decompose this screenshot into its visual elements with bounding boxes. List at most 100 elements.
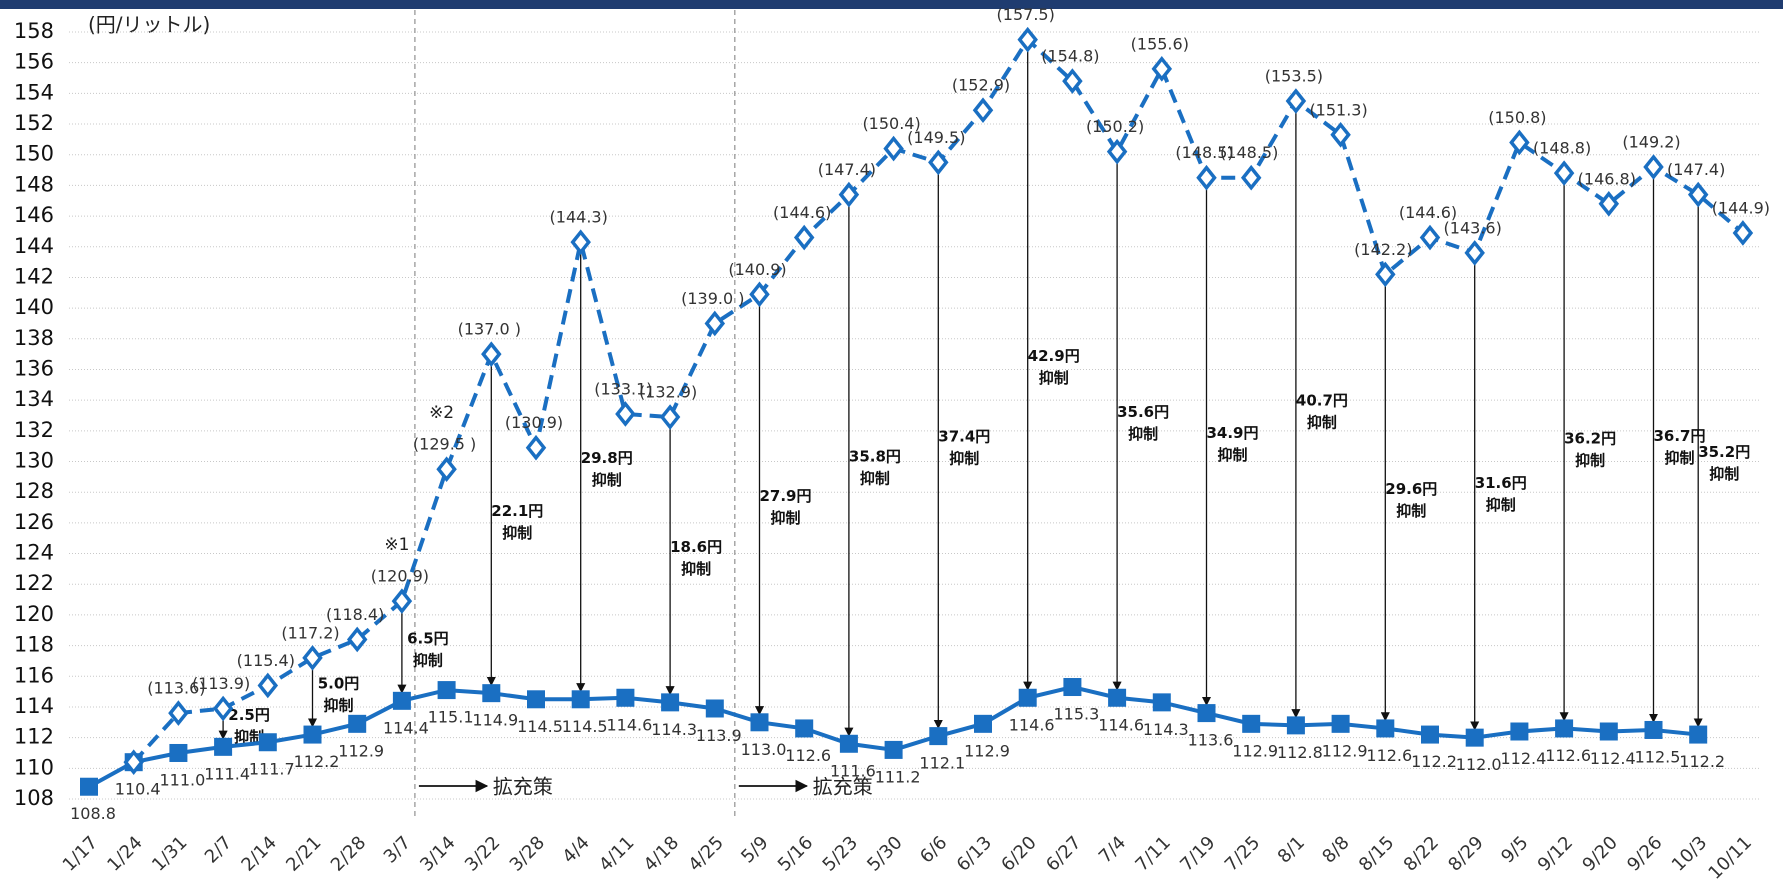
data-label: 112.2: [1411, 752, 1457, 771]
y-tick-label: 136: [14, 356, 54, 380]
square-marker: [616, 688, 635, 707]
data-label: 114.4: [383, 718, 429, 737]
x-tick-label: 7/19: [1176, 832, 1219, 875]
y-tick-label: 148: [14, 172, 54, 196]
data-label: (148.5): [1220, 143, 1278, 162]
x-tick-label: 9/5: [1497, 832, 1532, 867]
data-label: 112.9: [964, 741, 1010, 760]
square-marker: [1152, 693, 1171, 712]
suppression-word: 抑制: [1128, 425, 1158, 443]
data-label: (152.9): [952, 76, 1010, 95]
data-label: (146.8): [1578, 169, 1636, 188]
data-label: 115.3: [1053, 705, 1099, 724]
square-marker: [392, 691, 411, 710]
data-label: (147.4): [1667, 160, 1725, 179]
x-tick-label: 8/1: [1274, 832, 1309, 867]
diamond-marker: [1196, 164, 1217, 191]
square-marker: [571, 690, 590, 709]
data-label: (144.6): [1399, 203, 1457, 222]
data-label: 111.0: [159, 770, 205, 789]
x-tick-label: 2/28: [327, 832, 370, 875]
x-tick-label: 5/16: [774, 832, 817, 875]
diamond-marker: [1643, 154, 1664, 180]
diamond-marker: [1106, 138, 1128, 165]
data-label: (150.2): [1086, 117, 1144, 136]
data-label: 112.0: [1456, 755, 1502, 774]
diamond-marker: [168, 700, 189, 726]
square-marker: [839, 734, 858, 753]
x-tick-label: 6/6: [916, 832, 951, 867]
suppression-label: 35.6円: [1117, 403, 1169, 421]
square-marker: [1465, 728, 1484, 747]
data-label: (115.4): [237, 651, 295, 670]
suppression-word: 抑制: [770, 509, 800, 527]
data-label: (144.3): [550, 208, 608, 227]
y-tick-label: 120: [14, 602, 54, 626]
unit-label: (円/リットル): [88, 13, 210, 37]
x-tick-label: 8/8: [1318, 832, 1353, 867]
data-label: (143.6): [1444, 218, 1502, 237]
x-tick-label: 7/4: [1095, 832, 1130, 867]
data-label: (148.8): [1533, 139, 1591, 158]
suppression-label: 22.1円: [491, 502, 543, 520]
data-label: 112.9: [1232, 741, 1278, 760]
data-label: 113.9: [696, 726, 742, 745]
suppression-label: 35.2円: [1698, 443, 1750, 461]
diamond-marker: [1240, 164, 1262, 191]
square-marker: [1197, 704, 1216, 723]
data-label: 114.5: [517, 717, 563, 736]
diamond-marker: [1553, 160, 1575, 186]
square-marker: [1555, 719, 1574, 738]
square-marker: [1644, 720, 1663, 739]
suppression-word: 抑制: [1709, 465, 1739, 483]
x-tick-label: 3/7: [380, 832, 415, 867]
suppression-word: 抑制: [1486, 496, 1516, 514]
square-marker: [1242, 714, 1261, 733]
y-tick-label: 138: [14, 326, 54, 350]
suppression-label: 42.9円: [1028, 347, 1080, 365]
diamond-marker: [1017, 26, 1038, 53]
note-mark: ※2: [429, 403, 454, 423]
diamond-marker: [1598, 191, 1620, 217]
y-tick-label: 126: [14, 510, 54, 534]
expansion-label: 拡充策: [493, 775, 553, 799]
x-tick-label: 1/31: [148, 832, 191, 875]
diamond-marker: [883, 135, 904, 162]
data-label: 112.9: [338, 741, 384, 760]
suppression-word: 抑制: [1307, 414, 1337, 432]
x-tick-label: 2/7: [201, 832, 236, 867]
suppression-word: 抑制: [860, 470, 890, 488]
data-label: 114.6: [1098, 715, 1144, 734]
data-label: (154.8): [1041, 47, 1099, 66]
diamond-marker: [972, 97, 994, 124]
data-label: (149.2): [1622, 132, 1680, 151]
data-label: (120.9): [371, 567, 429, 586]
data-label: 112.4: [1590, 749, 1636, 768]
data-label: (148.5): [1175, 143, 1233, 162]
x-tick-label: 6/20: [997, 832, 1040, 875]
y-tick-label: 130: [14, 449, 54, 473]
diamond-marker: [1687, 181, 1709, 208]
y-tick-label: 110: [14, 755, 54, 779]
square-marker: [1018, 688, 1037, 707]
square-marker: [303, 725, 322, 744]
suppression-word: 抑制: [1396, 502, 1426, 520]
suppression-label: 2.5円: [228, 706, 270, 724]
x-tick-label: 5/9: [737, 832, 772, 867]
square-marker: [1376, 719, 1395, 738]
square-marker: [974, 714, 992, 733]
data-label: (137.0 ): [458, 320, 521, 339]
diamond-marker: [1464, 240, 1485, 266]
data-label: (113.9): [192, 674, 250, 693]
x-tick-label: 9/20: [1578, 832, 1621, 875]
suppression-word: 抑制: [1575, 451, 1605, 469]
data-label: (133.1): [594, 379, 652, 398]
y-tick-label: 142: [14, 264, 54, 288]
suppression-word: 抑制: [1664, 449, 1694, 467]
x-tick-label: 4/4: [558, 832, 593, 867]
suppression-word: 抑制: [502, 524, 532, 542]
data-label: (139.0 ): [681, 289, 744, 308]
diamond-marker: [1285, 88, 1307, 114]
diamond-marker: [391, 588, 413, 614]
